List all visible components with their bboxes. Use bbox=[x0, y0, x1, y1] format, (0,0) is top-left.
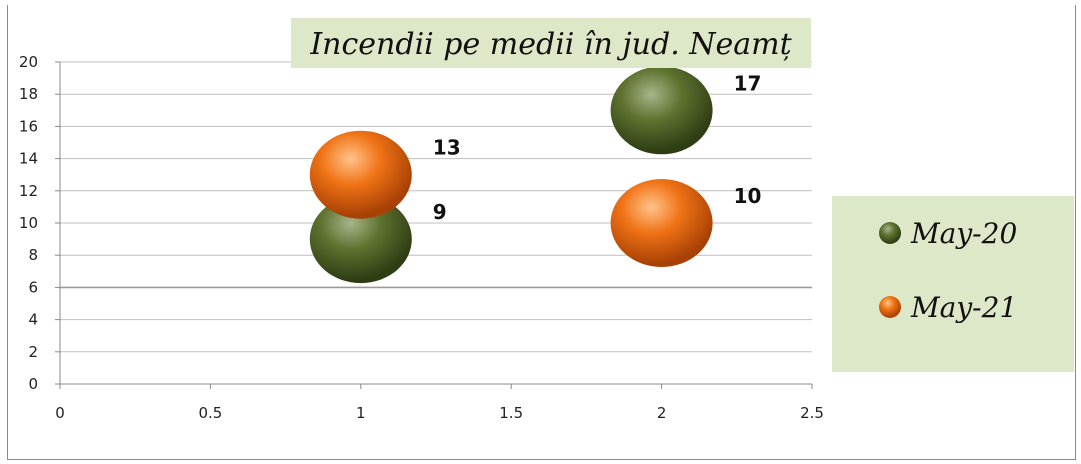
y-tick-label: 10 bbox=[19, 214, 38, 232]
x-tick-label: 0 bbox=[55, 404, 65, 422]
legend-marker-may-21 bbox=[879, 296, 901, 318]
data-label-may-20-1: 17 bbox=[734, 71, 762, 95]
x-tick-label: 1.5 bbox=[499, 404, 523, 422]
y-tick-label: 12 bbox=[19, 182, 38, 200]
x-tick-label: 2.5 bbox=[800, 404, 824, 422]
y-tick-label: 14 bbox=[19, 150, 38, 168]
y-tick-label: 8 bbox=[28, 246, 38, 264]
legend-marker-may-20 bbox=[879, 222, 901, 244]
legend-background bbox=[832, 196, 1074, 372]
chart-title: Incendii pe medii în jud. Neamț bbox=[309, 27, 792, 62]
legend-label-may-20: May-20 bbox=[910, 217, 1017, 250]
y-tick-label: 20 bbox=[19, 53, 38, 71]
data-labels: 9 17 13 10 bbox=[433, 71, 762, 224]
y-tick-label: 6 bbox=[28, 278, 38, 296]
bubble-may-21-0 bbox=[309, 130, 412, 219]
data-label-may-20-0: 9 bbox=[433, 200, 447, 224]
y-tick-label: 16 bbox=[19, 117, 38, 135]
bubble-may-20-0 bbox=[309, 195, 412, 284]
y-tick-label: 0 bbox=[28, 375, 38, 393]
x-tick-label: 0.5 bbox=[198, 404, 222, 422]
y-tick-label: 4 bbox=[28, 311, 38, 329]
bubble-may-20-1 bbox=[610, 66, 713, 155]
data-label-may-21-1: 10 bbox=[734, 184, 762, 208]
y-tick-label: 18 bbox=[19, 85, 38, 103]
x-tick-label: 1 bbox=[356, 404, 366, 422]
legend: May-20 May-21 bbox=[879, 217, 1017, 324]
bubble-may-21-1 bbox=[610, 179, 713, 267]
x-axis-ticks: 0 0.5 1 1.5 2 2.5 bbox=[55, 384, 824, 422]
x-tick-label: 2 bbox=[657, 404, 667, 422]
y-tick-label: 2 bbox=[28, 343, 38, 361]
data-bubbles bbox=[309, 66, 713, 284]
y-axis-ticks: 0 2 4 6 8 10 12 14 16 18 20 bbox=[19, 53, 60, 393]
title-background bbox=[291, 18, 811, 68]
legend-label-may-21: May-21 bbox=[910, 291, 1017, 324]
data-label-may-21-0: 13 bbox=[433, 136, 461, 160]
